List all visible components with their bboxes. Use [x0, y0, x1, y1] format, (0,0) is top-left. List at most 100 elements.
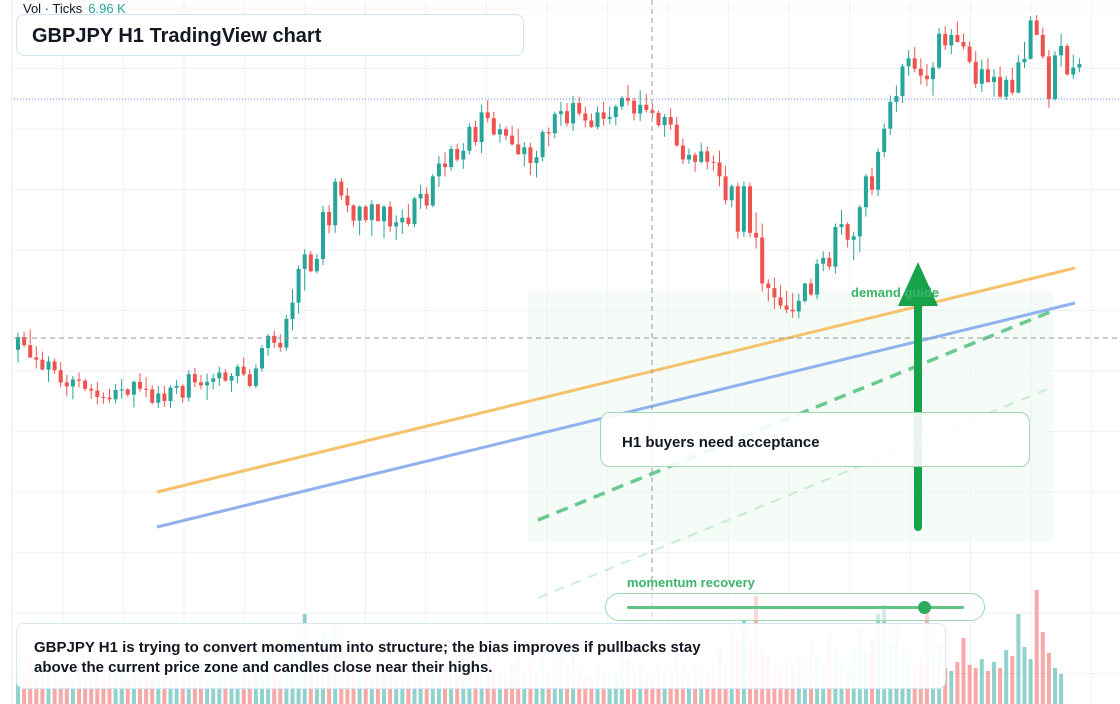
candle: [796, 293, 801, 319]
candle-body: [693, 154, 698, 162]
candle: [900, 64, 905, 104]
candle-body: [119, 389, 124, 391]
candle-body: [229, 376, 234, 381]
volume-bar: [455, 674, 460, 704]
candle: [912, 47, 917, 73]
candle: [125, 388, 130, 397]
candle-body: [77, 379, 81, 381]
candle-body: [711, 161, 716, 163]
candle: [333, 178, 338, 233]
candle: [443, 152, 447, 177]
candle-body: [217, 372, 222, 379]
candle-body: [1034, 20, 1039, 35]
candle: [16, 332, 20, 363]
candle-body: [192, 374, 197, 383]
volume-bar: [1034, 590, 1039, 704]
candle: [28, 329, 33, 358]
candle-body: [870, 176, 874, 190]
candle-body: [601, 112, 606, 119]
candle-body: [699, 151, 704, 162]
candle: [156, 385, 161, 409]
volume-bar: [205, 680, 210, 704]
volume-bar: [1028, 659, 1033, 704]
candle: [284, 314, 289, 351]
channel-lower-dashed: [537, 387, 1051, 599]
volume-readout: Vol · Ticks 6.96 K: [23, 1, 126, 16]
volume-bar: [943, 668, 948, 704]
title-card: GBPJPY H1 TradingView chart: [16, 14, 524, 56]
candle: [223, 369, 228, 382]
candle: [717, 150, 722, 187]
candle: [821, 251, 826, 272]
candle-body: [912, 58, 917, 69]
candle-body: [144, 388, 149, 390]
volume-bar: [101, 677, 106, 704]
momentum-slider-knob[interactable]: [917, 601, 931, 614]
momentum-slider[interactable]: [605, 593, 985, 621]
candle-body: [388, 206, 393, 227]
candle-body: [375, 204, 380, 222]
candle: [748, 182, 752, 237]
volume-bar: [52, 674, 57, 704]
volume-bar: [192, 677, 197, 704]
candle-body: [839, 224, 844, 228]
candle-body: [937, 33, 942, 68]
candle-body: [778, 297, 783, 306]
candle-body: [924, 75, 929, 80]
candle: [278, 334, 283, 352]
candle-body: [680, 145, 685, 160]
candle: [101, 392, 106, 404]
candle-body: [1010, 79, 1015, 93]
candle-body: [247, 374, 252, 386]
candle-body: [443, 163, 447, 168]
candle-body: [589, 120, 594, 127]
candle-body: [497, 129, 502, 135]
candle-body: [985, 69, 990, 83]
candle: [1071, 54, 1076, 80]
volume-bar: [961, 638, 966, 704]
candle-body: [949, 34, 954, 46]
candle: [979, 59, 984, 92]
candle-body: [845, 224, 850, 240]
candle-body: [998, 76, 1003, 97]
candle-body: [754, 232, 759, 238]
candle: [144, 377, 149, 397]
volume-bar: [522, 674, 527, 704]
volume-bar: [394, 677, 399, 704]
candle: [510, 125, 515, 146]
candle-body: [790, 309, 795, 312]
candle: [229, 373, 234, 392]
candle: [375, 203, 380, 222]
candle-body: [1028, 20, 1033, 59]
candle-body: [528, 147, 533, 163]
candle-body: [552, 114, 557, 134]
volume-bar: [998, 668, 1003, 704]
candle-body: [461, 150, 466, 160]
candle-body: [394, 222, 399, 227]
candle-body: [131, 381, 136, 395]
volume-bar: [589, 677, 594, 704]
candle: [95, 381, 100, 405]
candle: [64, 374, 69, 396]
candle: [497, 123, 502, 143]
candle-body: [723, 176, 728, 201]
candle: [851, 231, 856, 261]
candle: [778, 285, 783, 310]
analysis-note-text: GBPJPY H1 is trying to convert momentum …: [34, 639, 701, 676]
candle: [46, 356, 51, 382]
candle-body: [138, 381, 142, 389]
candle: [436, 156, 441, 187]
candle: [1022, 41, 1027, 69]
candle-body: [205, 381, 210, 386]
callout-text: H1 buyers need acceptance: [622, 434, 820, 451]
candle: [577, 96, 582, 116]
volume-bar: [83, 680, 88, 704]
candle: [1040, 27, 1045, 59]
volume-bar: [70, 677, 75, 704]
candle-body: [22, 337, 27, 346]
candle-body: [253, 368, 258, 386]
candle-body: [955, 34, 960, 42]
candle-body: [296, 268, 301, 303]
candle-body: [973, 61, 978, 84]
candle-body: [162, 393, 167, 402]
